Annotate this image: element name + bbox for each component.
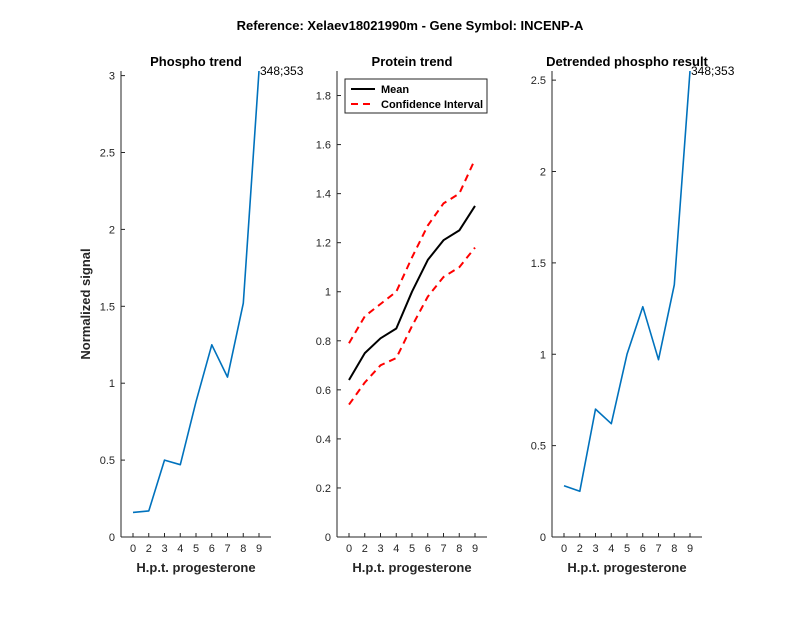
- mean-line: [348, 205, 476, 381]
- y-tick-label: 1: [325, 287, 331, 299]
- x-tick-label: 7: [224, 543, 230, 555]
- y-tick-label: 1: [109, 378, 115, 390]
- y-tick-label: 0: [325, 532, 331, 544]
- legend-ci-label: Confidence Interval: [381, 99, 483, 111]
- ci-lower-line: [348, 246, 476, 406]
- x-tick-label: 7: [440, 543, 446, 555]
- x-tick-label: 2: [146, 543, 152, 555]
- y-tick-label: 1: [540, 349, 546, 361]
- y-tick-label: 2.5: [531, 75, 546, 87]
- x-tick-label: 0: [130, 543, 136, 555]
- ci-upper-line: [348, 158, 476, 344]
- x-tick-label: 8: [240, 543, 246, 555]
- x-tick-label: 6: [209, 543, 215, 555]
- series-line: [563, 70, 691, 493]
- panel-title: Protein trend: [372, 54, 453, 69]
- y-tick-label: 3: [109, 71, 115, 83]
- x-tick-label: 9: [472, 543, 478, 555]
- x-tick-label: 5: [624, 543, 630, 555]
- y-tick-label: 0.6: [316, 385, 331, 397]
- y-tick-label: 0.5: [100, 455, 115, 467]
- x-tick-label: 4: [608, 543, 614, 555]
- x-tick-label: 0: [561, 543, 567, 555]
- x-tick-label: 6: [640, 543, 646, 555]
- y-tick-label: 0.4: [316, 434, 331, 446]
- x-tick-label: 3: [161, 543, 167, 555]
- y-tick-label: 0: [109, 532, 115, 544]
- y-tick-label: 1.6: [316, 140, 331, 152]
- series-annotation: 348;353: [260, 64, 304, 78]
- y-tick-label: 0.2: [316, 483, 331, 495]
- x-tick-label: 7: [655, 543, 661, 555]
- y-tick-label: 1.2: [316, 238, 331, 250]
- x-tick-label: 6: [425, 543, 431, 555]
- x-tick-label: 3: [377, 543, 383, 555]
- y-tick-label: 1.8: [316, 91, 331, 103]
- x-axis-label: H.p.t. progesterone: [567, 560, 686, 575]
- y-tick-label: 0: [540, 532, 546, 544]
- y-tick-label: 2.5: [100, 148, 115, 160]
- x-tick-label: 3: [592, 543, 598, 555]
- legend-mean-label: Mean: [381, 84, 409, 96]
- y-tick-label: 0.8: [316, 336, 331, 348]
- y-tick-label: 1.5: [100, 301, 115, 313]
- x-tick-label: 2: [362, 543, 368, 555]
- panel-title: Detrended phospho result: [546, 54, 708, 69]
- x-tick-label: 2: [577, 543, 583, 555]
- y-tick-label: 0.5: [531, 441, 546, 453]
- x-tick-label: 9: [256, 543, 262, 555]
- y-tick-label: 1.5: [531, 258, 546, 270]
- x-tick-label: 8: [456, 543, 462, 555]
- y-axis-label: Normalized signal: [78, 248, 93, 359]
- x-tick-label: 5: [409, 543, 415, 555]
- legend: Mean Confidence Interval: [344, 78, 488, 114]
- x-axis-label: H.p.t. progesterone: [352, 560, 471, 575]
- x-tick-label: 0: [346, 543, 352, 555]
- figure-title: Reference: Xelaev18021990m - Gene Symbol…: [237, 18, 584, 33]
- x-axis-label: H.p.t. progesterone: [136, 560, 255, 575]
- series-annotation: 348;353: [691, 64, 735, 78]
- series-line: [132, 70, 260, 514]
- y-tick-label: 2: [109, 224, 115, 236]
- x-tick-label: 8: [671, 543, 677, 555]
- y-tick-label: 2: [540, 167, 546, 179]
- panel-2: 0 2 3 4 5 6 7 8 900.20.40.60.811.21.41.61.8Prote…: [316, 54, 488, 575]
- x-tick-label: 4: [177, 543, 183, 555]
- y-tick-label: 1.4: [316, 189, 331, 201]
- panel-title: Phospho trend: [150, 54, 242, 69]
- x-tick-label: 9: [687, 543, 693, 555]
- legend-box: [344, 78, 488, 114]
- x-tick-label: 4: [393, 543, 399, 555]
- x-tick-label: 5: [193, 543, 199, 555]
